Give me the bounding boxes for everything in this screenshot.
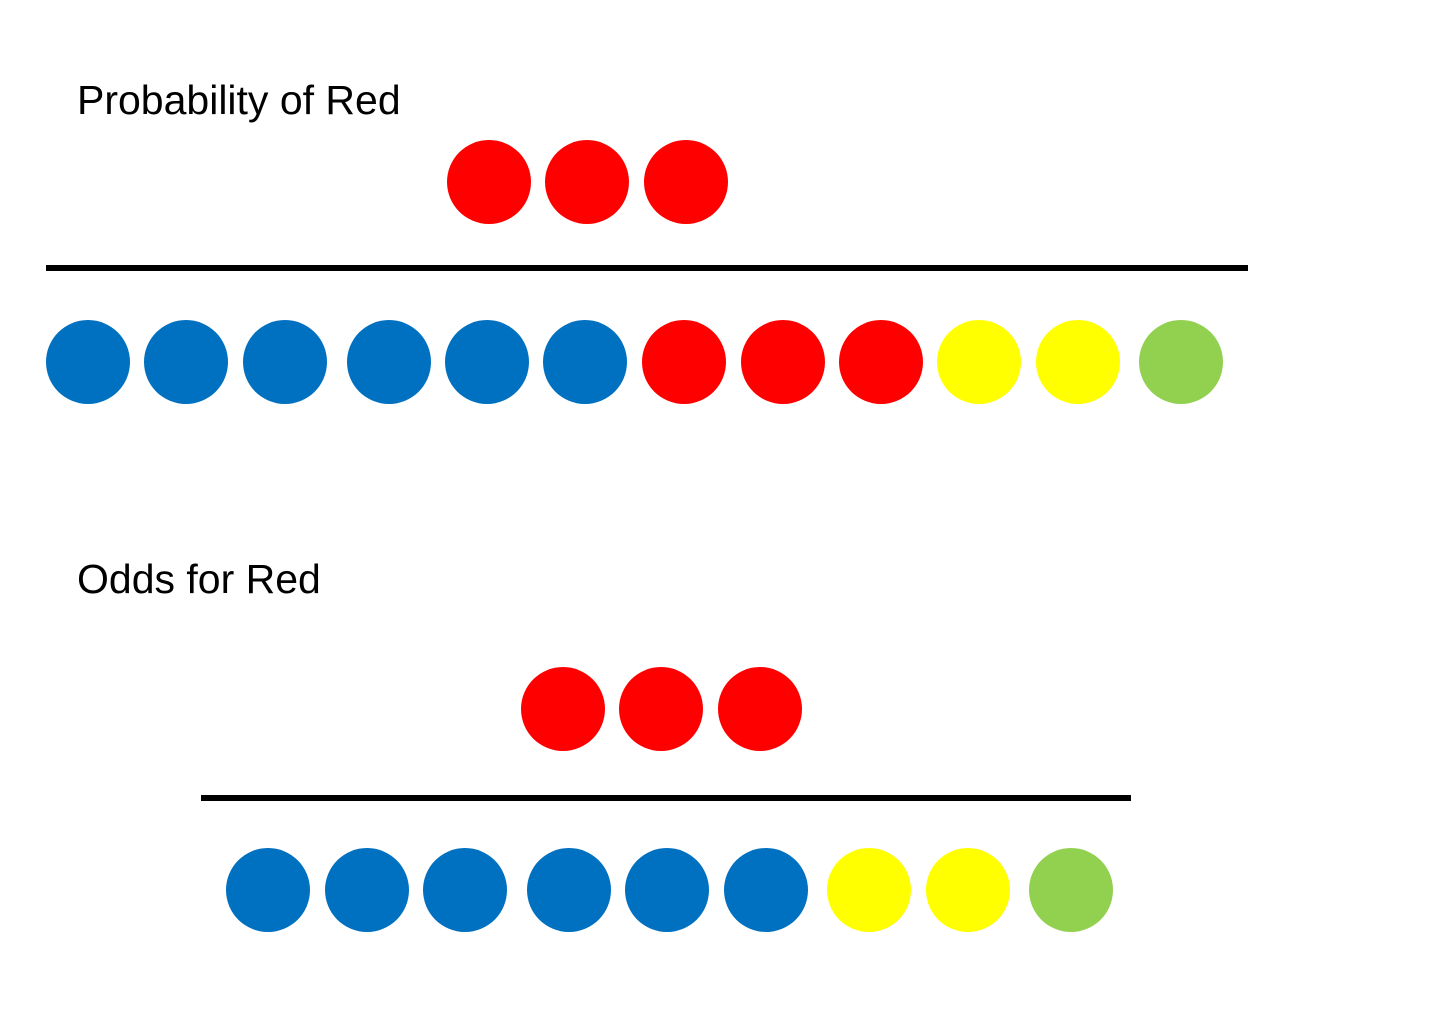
odds-denominator-green-marble <box>1029 848 1113 932</box>
probability-denominator-blue-marble <box>144 320 228 404</box>
probability-denominator-blue-marble <box>543 320 627 404</box>
odds-numerator-red-marble <box>521 667 605 751</box>
odds-numerator-red-marble <box>718 667 802 751</box>
probability-denominator-yellow-marble <box>937 320 1021 404</box>
probability-denominator-blue-marble <box>243 320 327 404</box>
odds-denominator-blue-marble <box>325 848 409 932</box>
odds-denominator-blue-marble <box>226 848 310 932</box>
probability-denominator-yellow-marble <box>1036 320 1120 404</box>
odds-denominator-yellow-marble <box>827 848 911 932</box>
probability-numerator-red-marble <box>644 140 728 224</box>
probability-denominator-blue-marble <box>46 320 130 404</box>
probability-denominator-green-marble <box>1139 320 1223 404</box>
probability-numerator-red-marble <box>447 140 531 224</box>
probability-denominator-blue-marble <box>347 320 431 404</box>
probability-denominator-red-marble <box>741 320 825 404</box>
odds-denominator-blue-marble <box>527 848 611 932</box>
probability-numerator-red-marble <box>545 140 629 224</box>
odds-denominator-blue-marble <box>625 848 709 932</box>
probability-denominator-red-marble <box>839 320 923 404</box>
odds-denominator-blue-marble <box>423 848 507 932</box>
probability-denominator-blue-marble <box>445 320 529 404</box>
odds-numerator-red-marble <box>619 667 703 751</box>
odds-denominator-yellow-marble <box>926 848 1010 932</box>
probability-fraction <box>46 140 1248 404</box>
odds-fraction <box>201 667 1131 932</box>
probability-denominator-red-marble <box>642 320 726 404</box>
odds-denominator-blue-marble <box>724 848 808 932</box>
